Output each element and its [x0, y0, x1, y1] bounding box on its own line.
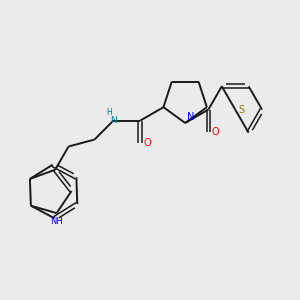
Text: NH: NH: [50, 217, 63, 226]
Text: N: N: [187, 112, 194, 122]
Text: O: O: [212, 127, 219, 137]
Text: N: N: [110, 116, 117, 125]
Text: S: S: [238, 105, 244, 115]
Text: O: O: [143, 138, 151, 148]
Text: H: H: [106, 108, 112, 117]
